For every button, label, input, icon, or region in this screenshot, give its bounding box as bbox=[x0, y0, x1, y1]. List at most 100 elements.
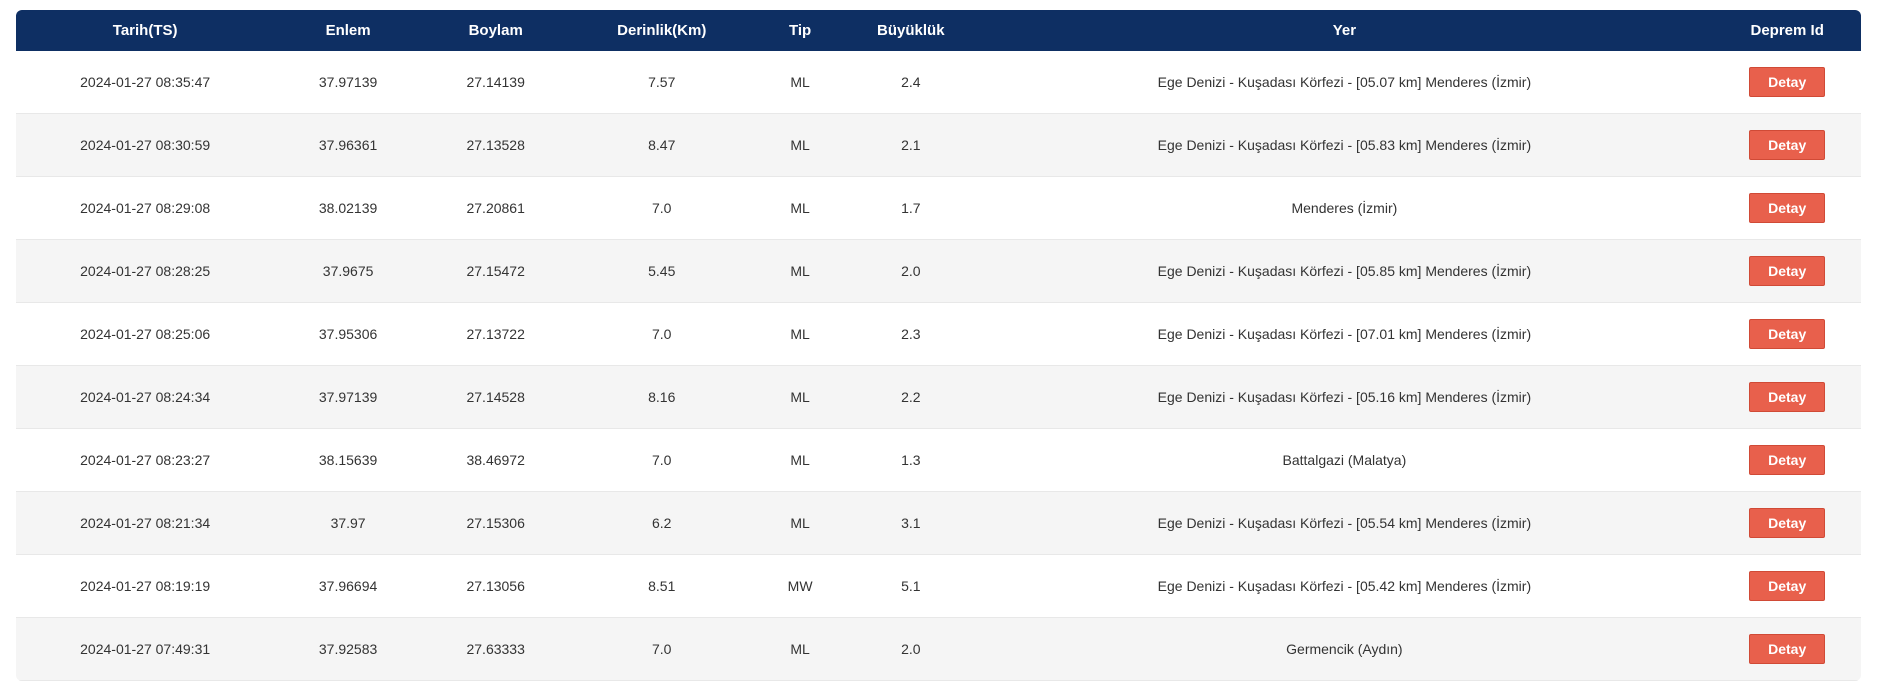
cell-buyukluk: 1.7 bbox=[846, 177, 975, 240]
cell-buyukluk: 2.0 bbox=[846, 618, 975, 681]
cell-deprem-id: Detay bbox=[1713, 303, 1861, 366]
detail-button[interactable]: Detay bbox=[1749, 382, 1825, 412]
cell-enlem: 37.97139 bbox=[274, 366, 422, 429]
cell-buyukluk: 2.0 bbox=[846, 240, 975, 303]
cell-yer: Menderes (İzmir) bbox=[975, 177, 1713, 240]
cell-yer: Ege Denizi - Kuşadası Körfezi - [05.83 k… bbox=[975, 114, 1713, 177]
column-header-tip[interactable]: Tip bbox=[754, 10, 846, 51]
cell-boylam: 27.20861 bbox=[422, 177, 570, 240]
header-row: Tarih(TS)EnlemBoylamDerinlik(Km)TipBüyük… bbox=[16, 10, 1861, 51]
cell-boylam: 27.13528 bbox=[422, 114, 570, 177]
cell-derinlik: 7.0 bbox=[569, 618, 754, 681]
cell-derinlik: 5.45 bbox=[569, 240, 754, 303]
cell-tarih: 2024-01-27 08:21:34 bbox=[16, 492, 274, 555]
cell-tip: ML bbox=[754, 177, 846, 240]
table-header: Tarih(TS)EnlemBoylamDerinlik(Km)TipBüyük… bbox=[16, 10, 1861, 51]
cell-enlem: 37.97139 bbox=[274, 51, 422, 114]
detail-button[interactable]: Detay bbox=[1749, 445, 1825, 475]
cell-yer: Ege Denizi - Kuşadası Körfezi - [05.85 k… bbox=[975, 240, 1713, 303]
cell-deprem-id: Detay bbox=[1713, 177, 1861, 240]
column-header-enlem[interactable]: Enlem bbox=[274, 10, 422, 51]
cell-enlem: 37.96694 bbox=[274, 555, 422, 618]
earthquake-table: Tarih(TS)EnlemBoylamDerinlik(Km)TipBüyük… bbox=[16, 10, 1861, 681]
cell-enlem: 37.9675 bbox=[274, 240, 422, 303]
cell-derinlik: 7.0 bbox=[569, 429, 754, 492]
cell-derinlik: 8.47 bbox=[569, 114, 754, 177]
cell-boylam: 27.15472 bbox=[422, 240, 570, 303]
cell-tip: ML bbox=[754, 114, 846, 177]
detail-button[interactable]: Detay bbox=[1749, 67, 1825, 97]
cell-tarih: 2024-01-27 08:28:25 bbox=[16, 240, 274, 303]
column-header-buyukluk[interactable]: Büyüklük bbox=[846, 10, 975, 51]
cell-boylam: 27.13722 bbox=[422, 303, 570, 366]
detail-button[interactable]: Detay bbox=[1749, 571, 1825, 601]
cell-boylam: 27.15306 bbox=[422, 492, 570, 555]
cell-boylam: 27.14139 bbox=[422, 51, 570, 114]
table-body: 2024-01-27 08:35:4737.9713927.141397.57M… bbox=[16, 51, 1861, 681]
cell-enlem: 38.15639 bbox=[274, 429, 422, 492]
table-row: 2024-01-27 08:19:1937.9669427.130568.51M… bbox=[16, 555, 1861, 618]
column-header-derinlik[interactable]: Derinlik(Km) bbox=[569, 10, 754, 51]
earthquake-table-container: Tarih(TS)EnlemBoylamDerinlik(Km)TipBüyük… bbox=[16, 10, 1861, 681]
table-row: 2024-01-27 08:28:2537.967527.154725.45ML… bbox=[16, 240, 1861, 303]
cell-derinlik: 6.2 bbox=[569, 492, 754, 555]
cell-derinlik: 8.51 bbox=[569, 555, 754, 618]
column-header-depremId[interactable]: Deprem Id bbox=[1713, 10, 1861, 51]
cell-buyukluk: 3.1 bbox=[846, 492, 975, 555]
column-header-yer[interactable]: Yer bbox=[975, 10, 1713, 51]
detail-button[interactable]: Detay bbox=[1749, 193, 1825, 223]
cell-yer: Ege Denizi - Kuşadası Körfezi - [05.07 k… bbox=[975, 51, 1713, 114]
cell-derinlik: 7.0 bbox=[569, 303, 754, 366]
detail-button[interactable]: Detay bbox=[1749, 256, 1825, 286]
detail-button[interactable]: Detay bbox=[1749, 130, 1825, 160]
cell-enlem: 37.95306 bbox=[274, 303, 422, 366]
cell-tip: ML bbox=[754, 429, 846, 492]
cell-deprem-id: Detay bbox=[1713, 618, 1861, 681]
cell-tip: ML bbox=[754, 618, 846, 681]
table-row: 2024-01-27 08:29:0838.0213927.208617.0ML… bbox=[16, 177, 1861, 240]
table-row: 2024-01-27 08:25:0637.9530627.137227.0ML… bbox=[16, 303, 1861, 366]
cell-yer: Ege Denizi - Kuşadası Körfezi - [05.42 k… bbox=[975, 555, 1713, 618]
detail-button[interactable]: Detay bbox=[1749, 634, 1825, 664]
cell-derinlik: 7.0 bbox=[569, 177, 754, 240]
cell-tip: ML bbox=[754, 492, 846, 555]
cell-enlem: 37.96361 bbox=[274, 114, 422, 177]
cell-derinlik: 8.16 bbox=[569, 366, 754, 429]
cell-tarih: 2024-01-27 08:19:19 bbox=[16, 555, 274, 618]
table-row: 2024-01-27 08:21:3437.9727.153066.2ML3.1… bbox=[16, 492, 1861, 555]
cell-tarih: 2024-01-27 08:35:47 bbox=[16, 51, 274, 114]
cell-buyukluk: 5.1 bbox=[846, 555, 975, 618]
cell-tarih: 2024-01-27 08:29:08 bbox=[16, 177, 274, 240]
cell-boylam: 27.13056 bbox=[422, 555, 570, 618]
cell-tarih: 2024-01-27 08:23:27 bbox=[16, 429, 274, 492]
cell-yer: Battalgazi (Malatya) bbox=[975, 429, 1713, 492]
cell-deprem-id: Detay bbox=[1713, 114, 1861, 177]
cell-deprem-id: Detay bbox=[1713, 366, 1861, 429]
table-row: 2024-01-27 08:23:2738.1563938.469727.0ML… bbox=[16, 429, 1861, 492]
cell-derinlik: 7.57 bbox=[569, 51, 754, 114]
cell-buyukluk: 2.2 bbox=[846, 366, 975, 429]
table-row: 2024-01-27 07:49:3137.9258327.633337.0ML… bbox=[16, 618, 1861, 681]
table-row: 2024-01-27 08:30:5937.9636127.135288.47M… bbox=[16, 114, 1861, 177]
cell-boylam: 38.46972 bbox=[422, 429, 570, 492]
cell-buyukluk: 2.3 bbox=[846, 303, 975, 366]
cell-tip: ML bbox=[754, 51, 846, 114]
cell-tip: MW bbox=[754, 555, 846, 618]
cell-yer: Ege Denizi - Kuşadası Körfezi - [07.01 k… bbox=[975, 303, 1713, 366]
column-header-boylam[interactable]: Boylam bbox=[422, 10, 570, 51]
detail-button[interactable]: Detay bbox=[1749, 508, 1825, 538]
cell-enlem: 37.97 bbox=[274, 492, 422, 555]
cell-yer: Germencik (Aydın) bbox=[975, 618, 1713, 681]
table-row: 2024-01-27 08:35:4737.9713927.141397.57M… bbox=[16, 51, 1861, 114]
cell-deprem-id: Detay bbox=[1713, 555, 1861, 618]
cell-tarih: 2024-01-27 08:24:34 bbox=[16, 366, 274, 429]
cell-enlem: 37.92583 bbox=[274, 618, 422, 681]
table-row: 2024-01-27 08:24:3437.9713927.145288.16M… bbox=[16, 366, 1861, 429]
cell-buyukluk: 2.1 bbox=[846, 114, 975, 177]
cell-tip: ML bbox=[754, 240, 846, 303]
cell-boylam: 27.14528 bbox=[422, 366, 570, 429]
detail-button[interactable]: Detay bbox=[1749, 319, 1825, 349]
cell-deprem-id: Detay bbox=[1713, 240, 1861, 303]
cell-deprem-id: Detay bbox=[1713, 492, 1861, 555]
column-header-tarih[interactable]: Tarih(TS) bbox=[16, 10, 274, 51]
